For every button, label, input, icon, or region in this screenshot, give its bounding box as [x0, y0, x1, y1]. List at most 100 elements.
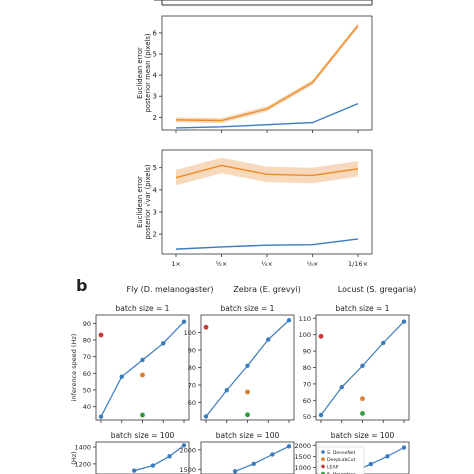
y-axis-label: posterior √var (pixels) [144, 164, 152, 239]
y-tick-label: 1500 [179, 466, 196, 474]
densenet-point [167, 454, 172, 459]
legend-label: S. Hourglass [327, 472, 356, 474]
method-point [245, 412, 250, 418]
y-tick-label: 2 [153, 114, 157, 122]
densenet-point [318, 412, 324, 418]
method-point [140, 412, 145, 418]
y-tick-label: 2000 [294, 442, 311, 450]
x-tick-label: 1× [171, 260, 181, 268]
y-axis-label: Euclidean error [136, 47, 144, 99]
densenet-point [339, 384, 344, 390]
densenet-point [181, 443, 187, 448]
densenet-point [385, 454, 390, 459]
series-line-densenet [100, 321, 185, 417]
densenet-point [132, 468, 137, 473]
y-tick-label: 1000 [294, 464, 311, 472]
plot-frame [200, 441, 295, 474]
panel-label-b: b [76, 276, 87, 295]
legend-marker [321, 450, 325, 454]
y-tick-label: 2000 [179, 446, 196, 454]
densenet-point [266, 337, 271, 342]
y-tick-label: 50 [83, 387, 91, 395]
speed-fly-b100-chart: batch size = 100 1200 1400(Hz) [70, 431, 190, 474]
y-tick-label: 100 [299, 331, 311, 339]
y-tick-label: 110 [299, 315, 311, 323]
densenet-point [381, 340, 386, 346]
series-line-blue [175, 102, 359, 129]
densenet-point [98, 414, 104, 419]
series-line-densenet [234, 445, 290, 472]
legend-label: DeepLabCut [327, 457, 356, 463]
series-band [176, 157, 358, 186]
densenet-point [203, 414, 209, 419]
y-tick-label: 4 [153, 72, 158, 80]
chart-title: batch size = 100 [331, 431, 395, 440]
y-axis-label: inference speed (Hz) [70, 334, 78, 402]
legend-label: LEAP [327, 464, 339, 470]
legend-marker [321, 464, 325, 469]
y-tick-label: 4 [153, 186, 158, 194]
densenet-point [181, 319, 187, 324]
y-tick-label: 50 [303, 413, 311, 421]
y-tick-label: 40 [83, 403, 91, 411]
series-line-densenet [134, 444, 185, 472]
densenet-point [224, 388, 229, 393]
y-tick-label: 90 [188, 347, 196, 355]
y-axis-label: posterior mean (pixels) [144, 33, 152, 112]
y-tick-label: 2 [153, 231, 157, 239]
y-tick-label: 3 [153, 208, 157, 216]
densenet-point [286, 444, 292, 449]
densenet-point [401, 445, 407, 450]
legend-marker [321, 471, 325, 474]
series-line-orange [175, 164, 359, 179]
method-point [318, 333, 324, 339]
densenet-point [232, 469, 238, 474]
column-title-zebra: Zebra (E. grevyi) [233, 285, 300, 294]
densenet-point [286, 318, 292, 323]
y-tick-label: 70 [83, 353, 91, 361]
y-tick-label: 100 [184, 329, 196, 337]
legend-marker [321, 457, 325, 462]
y-tick-label: 90 [303, 348, 311, 356]
top-cut-panel [154, 0, 373, 6]
y-tick-label: 1400 [74, 444, 91, 452]
y-tick-label: 3 [153, 93, 157, 101]
y-tick-label: 6 [153, 29, 158, 37]
plot-frame [161, 15, 373, 131]
y-tick-label: 80 [303, 364, 311, 372]
series-band [176, 22, 358, 124]
densenet-point [270, 452, 275, 457]
densenet-point [360, 363, 365, 369]
densenet-point [140, 357, 145, 363]
y-tick-label: 90 [83, 320, 91, 328]
densenet-point [119, 374, 124, 379]
method-point [203, 324, 209, 330]
y-axis-label: Euclidean error [136, 176, 144, 228]
y-tick-label: 70 [188, 382, 196, 390]
x-tick-label: ⅛× [307, 260, 319, 268]
method-point [360, 411, 365, 416]
y-tick-label: 80 [188, 364, 196, 372]
y-tick-label: 5 [153, 164, 157, 172]
y-tick-label: 80 [83, 337, 91, 345]
plot-frame [315, 441, 410, 474]
y-tick-label: 1500 [294, 453, 311, 461]
method-point [140, 372, 145, 378]
densenet-point [368, 461, 373, 467]
y-tick-label: 60 [83, 370, 91, 378]
method-point [360, 396, 365, 402]
chart-title: batch size = 100 [216, 431, 280, 440]
speed-zebra-b100-chart: batch size = 100 1500 2000 [179, 431, 295, 474]
y-tick-label: 70 [303, 380, 311, 388]
error-mean-chart: 2 3 4 5 6 Euclidean error posterior mean (pixe… [136, 15, 373, 133]
column-title-fly: Fly (D. melanogaster) [127, 285, 214, 294]
chart-title: batch size = 1 [221, 304, 275, 313]
y-tick-label: 5 [153, 51, 157, 59]
chart-title: batch size = 100 [111, 431, 175, 440]
densenet-point [150, 463, 156, 468]
x-tick-label: 1/16× [348, 260, 368, 268]
method-point [245, 389, 250, 395]
series-line-blue [175, 238, 359, 250]
